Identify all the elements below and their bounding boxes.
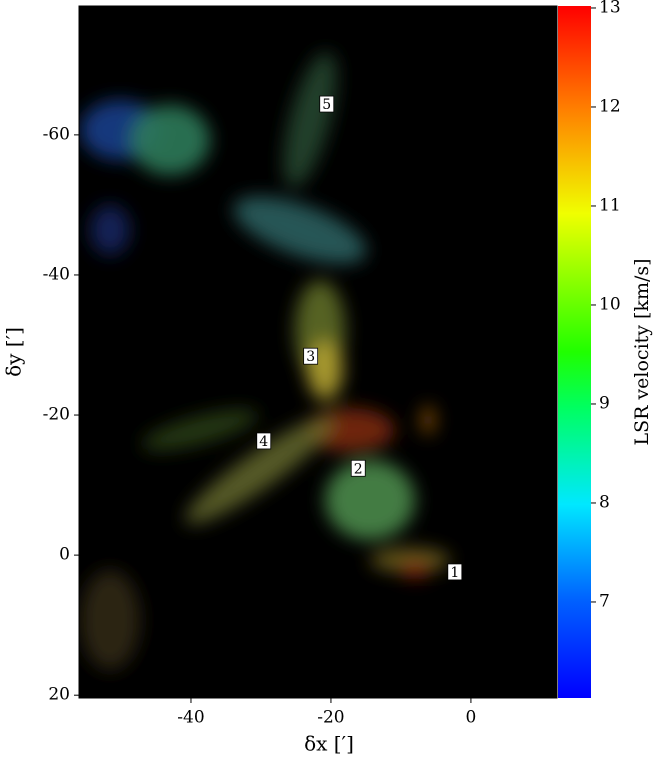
colorbar-tick-label: 12 [599, 96, 621, 116]
colorbar-tick-label: 7 [599, 591, 610, 611]
colorbar-tick-label: 8 [599, 492, 610, 512]
colorbar-label: LSR velocity [km/s] [631, 258, 653, 445]
y-tick-label: -60 [43, 124, 70, 144]
annotation: 3 [306, 349, 315, 365]
annotation: 4 [259, 434, 268, 450]
colorbar-tick-label: 13 [599, 0, 621, 17]
y-tick-label: -40 [43, 264, 70, 284]
x-tick-label: -20 [317, 708, 344, 728]
annotation-box [447, 563, 463, 581]
annotation: 2 [354, 461, 363, 477]
x-tick-label: 0 [466, 708, 477, 728]
y-tick-label: 0 [59, 545, 70, 565]
annotation: 5 [322, 97, 331, 113]
annotation-box [303, 347, 319, 365]
plot-frame [78, 5, 558, 699]
colorbar-tick-label: 9 [599, 393, 610, 413]
annotation-box [319, 95, 335, 113]
annotation-box [350, 459, 366, 477]
y-tick-label: -20 [43, 405, 70, 425]
y-axis-label: δy [′] [2, 327, 26, 377]
x-axis-label: δx [′] [304, 732, 354, 756]
colorbar-tick-label: 10 [599, 294, 621, 314]
colorbar [558, 6, 591, 698]
colorbar-tick-label: 11 [599, 195, 621, 215]
annotation-box [256, 432, 272, 450]
y-tick-label: 20 [48, 685, 70, 705]
x-tick-label: -40 [177, 708, 204, 728]
annotation: 1 [450, 565, 459, 581]
